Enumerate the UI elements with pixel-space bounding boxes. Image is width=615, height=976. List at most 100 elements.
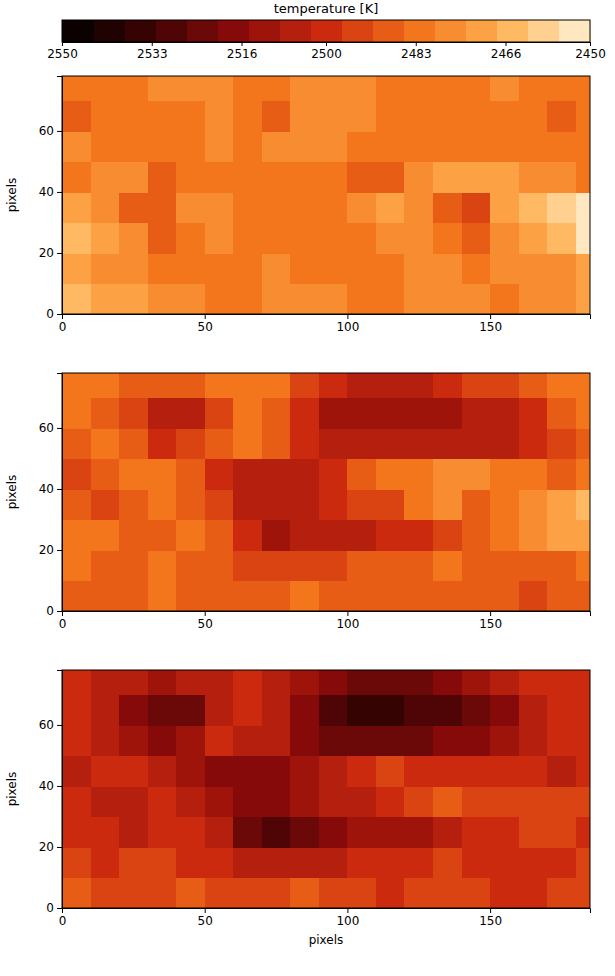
colorbar-swatch <box>124 20 156 42</box>
tick: 50 <box>198 314 213 334</box>
heatmap-cell <box>290 458 319 489</box>
heatmap-cell <box>433 283 462 314</box>
tick-label: 0 <box>59 617 67 631</box>
tick-label: 20 <box>39 246 54 260</box>
heatmap-cell <box>176 458 205 489</box>
heatmap-cell <box>376 222 405 253</box>
tick-label: 60 <box>39 718 54 732</box>
heatmap-cell <box>319 489 348 520</box>
heatmap-cell <box>62 725 91 756</box>
heatmap-cell <box>519 786 548 817</box>
heatmap-cell <box>262 725 291 756</box>
heatmap-cell <box>519 428 548 459</box>
heatmap-cell <box>148 253 177 284</box>
heatmap-cell <box>262 458 291 489</box>
heatmap-cell <box>290 580 319 611</box>
heatmap-cell <box>433 550 462 581</box>
heatmap-cell <box>462 222 491 253</box>
heatmap-cell <box>290 877 319 908</box>
tick: 150 <box>479 314 502 334</box>
heatmap-cell <box>462 253 491 284</box>
tick: 2550 <box>47 42 78 61</box>
tick: 2450 <box>575 42 606 61</box>
heatmap-cell <box>519 397 548 428</box>
heatmap-cell <box>290 283 319 314</box>
heatmap-cell <box>576 100 590 131</box>
heatmap-cell <box>176 670 205 695</box>
heatmap-cell <box>262 694 291 725</box>
heatmap-cell <box>462 877 491 908</box>
plot-frame <box>62 76 590 314</box>
heatmap-cell <box>347 550 376 581</box>
heatmap-cell <box>490 283 519 314</box>
colorbar-swatch <box>62 20 94 42</box>
heatmap-cell <box>404 755 433 786</box>
heatmap-cell <box>404 222 433 253</box>
heatmap-cell <box>262 786 291 817</box>
heatmap-cell <box>576 847 590 878</box>
heatmap-cell <box>433 489 462 520</box>
heatmap-cell <box>462 580 491 611</box>
heatmap-cell <box>547 161 576 192</box>
heatmap-cell <box>62 100 91 131</box>
heatmap-cell <box>376 725 405 756</box>
tick: 150 <box>479 908 502 928</box>
heatmap-cell <box>404 670 433 695</box>
axis-line <box>63 43 591 47</box>
heatmap-cell <box>176 519 205 550</box>
y-axis-title: pixels <box>5 475 19 510</box>
heatmap-cell <box>433 100 462 131</box>
heatmap-cell <box>490 786 519 817</box>
tick: 60 <box>39 718 62 732</box>
heatmap-cell <box>404 550 433 581</box>
tick-mark <box>347 314 348 319</box>
heatmap-cell <box>490 519 519 550</box>
tick: 0 <box>59 611 67 631</box>
heatmap-cell <box>547 100 576 131</box>
heatmap-cell <box>176 222 205 253</box>
heatmap-cell <box>547 458 576 489</box>
heatmap-cell <box>433 847 462 878</box>
heatmap-cell <box>176 253 205 284</box>
tick-label: 100 <box>336 617 359 631</box>
heatmap-cell <box>119 755 148 786</box>
heatmap-cell <box>119 373 148 398</box>
y-axis-title: pixels <box>5 772 19 807</box>
heatmap-cell <box>119 428 148 459</box>
heatmap-cell <box>376 489 405 520</box>
heatmap-cell <box>262 397 291 428</box>
heatmap-cell <box>462 76 491 101</box>
tick-label: 50 <box>198 320 213 334</box>
heatmap-cell <box>91 670 120 695</box>
heatmap-cell <box>205 397 234 428</box>
heatmap-cell <box>233 580 262 611</box>
heatmap-cell <box>433 877 462 908</box>
heatmap-cell <box>205 283 234 314</box>
heatmap-cell <box>62 373 91 398</box>
heatmap-cell <box>376 519 405 550</box>
heatmap-cell <box>433 786 462 817</box>
tick-label: 100 <box>336 320 359 334</box>
tick: 0 <box>46 307 62 321</box>
heatmap-cell <box>148 428 177 459</box>
tick-mark <box>326 42 327 46</box>
heatmap-cell <box>547 550 576 581</box>
heatmap-cell <box>233 725 262 756</box>
tick-mark <box>57 786 62 787</box>
heatmap-cell <box>91 253 120 284</box>
heatmap-cell <box>205 755 234 786</box>
heatmap-cell <box>519 161 548 192</box>
heatmap-cell <box>290 397 319 428</box>
heatmap-cell <box>404 519 433 550</box>
heatmap-cell <box>319 222 348 253</box>
heatmap-cell <box>490 877 519 908</box>
heatmap-cell <box>462 489 491 520</box>
heatmap-cell <box>490 192 519 223</box>
heatmap-cell <box>233 670 262 695</box>
heatmap-cell <box>148 397 177 428</box>
heatmap-cell <box>119 816 148 847</box>
heatmap-cell <box>376 458 405 489</box>
tick-label: 2466 <box>491 47 522 61</box>
heatmap-cell <box>290 489 319 520</box>
heatmap-cell <box>347 489 376 520</box>
